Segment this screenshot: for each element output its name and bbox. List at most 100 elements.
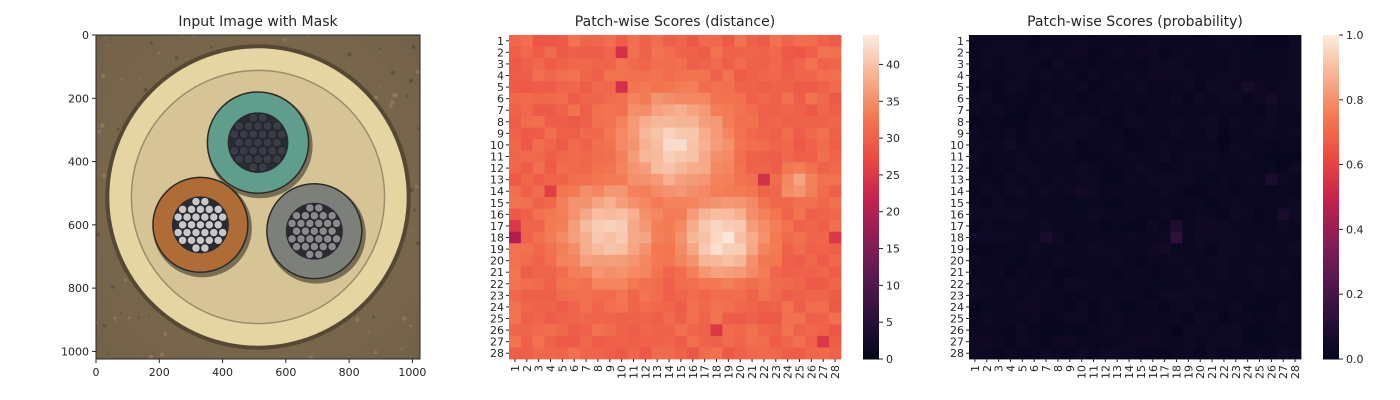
heatmap-cell (1241, 254, 1254, 267)
heatmap-cell (1123, 162, 1136, 175)
heatmap-cell (520, 127, 534, 140)
heatmap-cell (603, 208, 617, 221)
heatmap-cell (710, 347, 723, 360)
heatmap-cell (1099, 139, 1112, 152)
y-tick-label: 1000 (61, 345, 89, 358)
heatmap-cell (781, 150, 794, 163)
heatmap-cell (1087, 69, 1100, 82)
heatmap-cell (1265, 173, 1278, 186)
heatmap-cell (1028, 185, 1041, 198)
heatmap-cell (520, 139, 534, 152)
heatmap-cell (1277, 208, 1290, 221)
heatmap-cell (615, 127, 628, 140)
heatmap-cell (592, 139, 605, 152)
heatmap-cell (651, 139, 664, 152)
colorbar-segment (863, 339, 879, 344)
heatmap-cell (829, 289, 842, 302)
heatmap-cell (509, 150, 522, 163)
probability-heatmap-axes: 1234567891011121314151617181920212223242… (950, 35, 1302, 379)
conductor-strand (314, 219, 324, 228)
heatmap-cell (580, 266, 593, 279)
heatmap-cell (1004, 324, 1017, 337)
heatmap-cell (1063, 139, 1077, 152)
heatmap-cell (1218, 35, 1231, 47)
heatmap-cell (805, 162, 818, 175)
heatmap-cell (544, 254, 557, 267)
heatmap-cell (1040, 231, 1053, 244)
heatmap-cell (1099, 104, 1112, 117)
image-texture-speck (116, 127, 121, 132)
colorbar-segment (1323, 203, 1339, 208)
heatmap-cell (627, 127, 640, 140)
heatmap-cell (710, 220, 723, 233)
heatmap-cell (1111, 335, 1124, 348)
colorbar-segment (863, 103, 879, 107)
heatmap-cell (544, 289, 557, 302)
heatmap-cell (568, 185, 581, 198)
heatmap-cell (639, 81, 652, 94)
colorbar-segment (1323, 222, 1339, 227)
heatmap-cell (992, 69, 1005, 82)
conductor-strand (205, 220, 214, 230)
heatmap-cell (1016, 254, 1029, 267)
col-label: 16 (687, 365, 700, 379)
heatmap-cell (1063, 173, 1077, 186)
heatmap-cell (592, 81, 605, 94)
heatmap-cell (1135, 162, 1148, 175)
heatmap-cell (663, 243, 676, 256)
heatmap-cell (1111, 312, 1124, 325)
heatmap-cell (592, 35, 605, 47)
colorbar-segment (1323, 226, 1339, 230)
heatmap-cell (1253, 139, 1266, 152)
colorbar-segment (1323, 44, 1339, 49)
heatmap-cell (651, 208, 664, 221)
heatmap-cell (1146, 266, 1160, 279)
image-texture-speck (127, 316, 131, 320)
heatmap-cell (1277, 197, 1290, 209)
row-label: 8 (957, 116, 964, 129)
heatmap-cell (1028, 116, 1041, 128)
heatmap-cell (1158, 81, 1171, 94)
heatmap-cell (544, 220, 557, 233)
image-texture-speck (113, 316, 117, 320)
colorbar-segment (863, 284, 879, 289)
conductor-strand (305, 250, 315, 259)
heatmap-cell (746, 220, 759, 233)
image-texture-speck (347, 52, 352, 57)
colorbar-segment (1323, 164, 1339, 169)
colorbar-segment (863, 297, 879, 302)
heatmap-cell (1099, 231, 1112, 244)
heatmap-cell (1241, 127, 1254, 140)
heatmap-cell (1063, 301, 1077, 314)
heatmap-cell (532, 139, 545, 152)
heatmap-cell (793, 46, 806, 59)
heatmap-cell (1182, 324, 1195, 337)
heatmap-cell (722, 312, 735, 325)
heatmap-cell (603, 266, 617, 279)
heatmap-cell (1052, 220, 1065, 233)
heatmap-cell (1040, 35, 1053, 47)
conductor-strand (200, 212, 210, 222)
heatmap-cell (769, 46, 783, 59)
col-label: 18 (1171, 365, 1184, 379)
heatmap-cell (758, 312, 771, 325)
colorbar-tick-label: 0.2 (1346, 288, 1364, 301)
heatmap-cell (1229, 301, 1243, 314)
colorbar-segment (863, 90, 879, 94)
heatmap-cell (532, 324, 545, 337)
heatmap-cell (1040, 69, 1053, 82)
colorbar-segment (1323, 141, 1339, 146)
heatmap-cell (1241, 335, 1254, 348)
heatmap-cell (793, 220, 806, 233)
heatmap-cell (1052, 231, 1065, 244)
heatmap-cell (980, 139, 994, 152)
heatmap-cell (1146, 220, 1160, 233)
heatmap-cell (1146, 173, 1160, 186)
colorbar-segment (1323, 349, 1339, 354)
heatmap-cell (817, 220, 830, 233)
heatmap-cell (1063, 69, 1077, 82)
heatmap-cell (651, 312, 664, 325)
heatmap-cell (663, 254, 676, 267)
heatmap-cell (1170, 208, 1183, 221)
colorbar-segment (1323, 342, 1339, 347)
